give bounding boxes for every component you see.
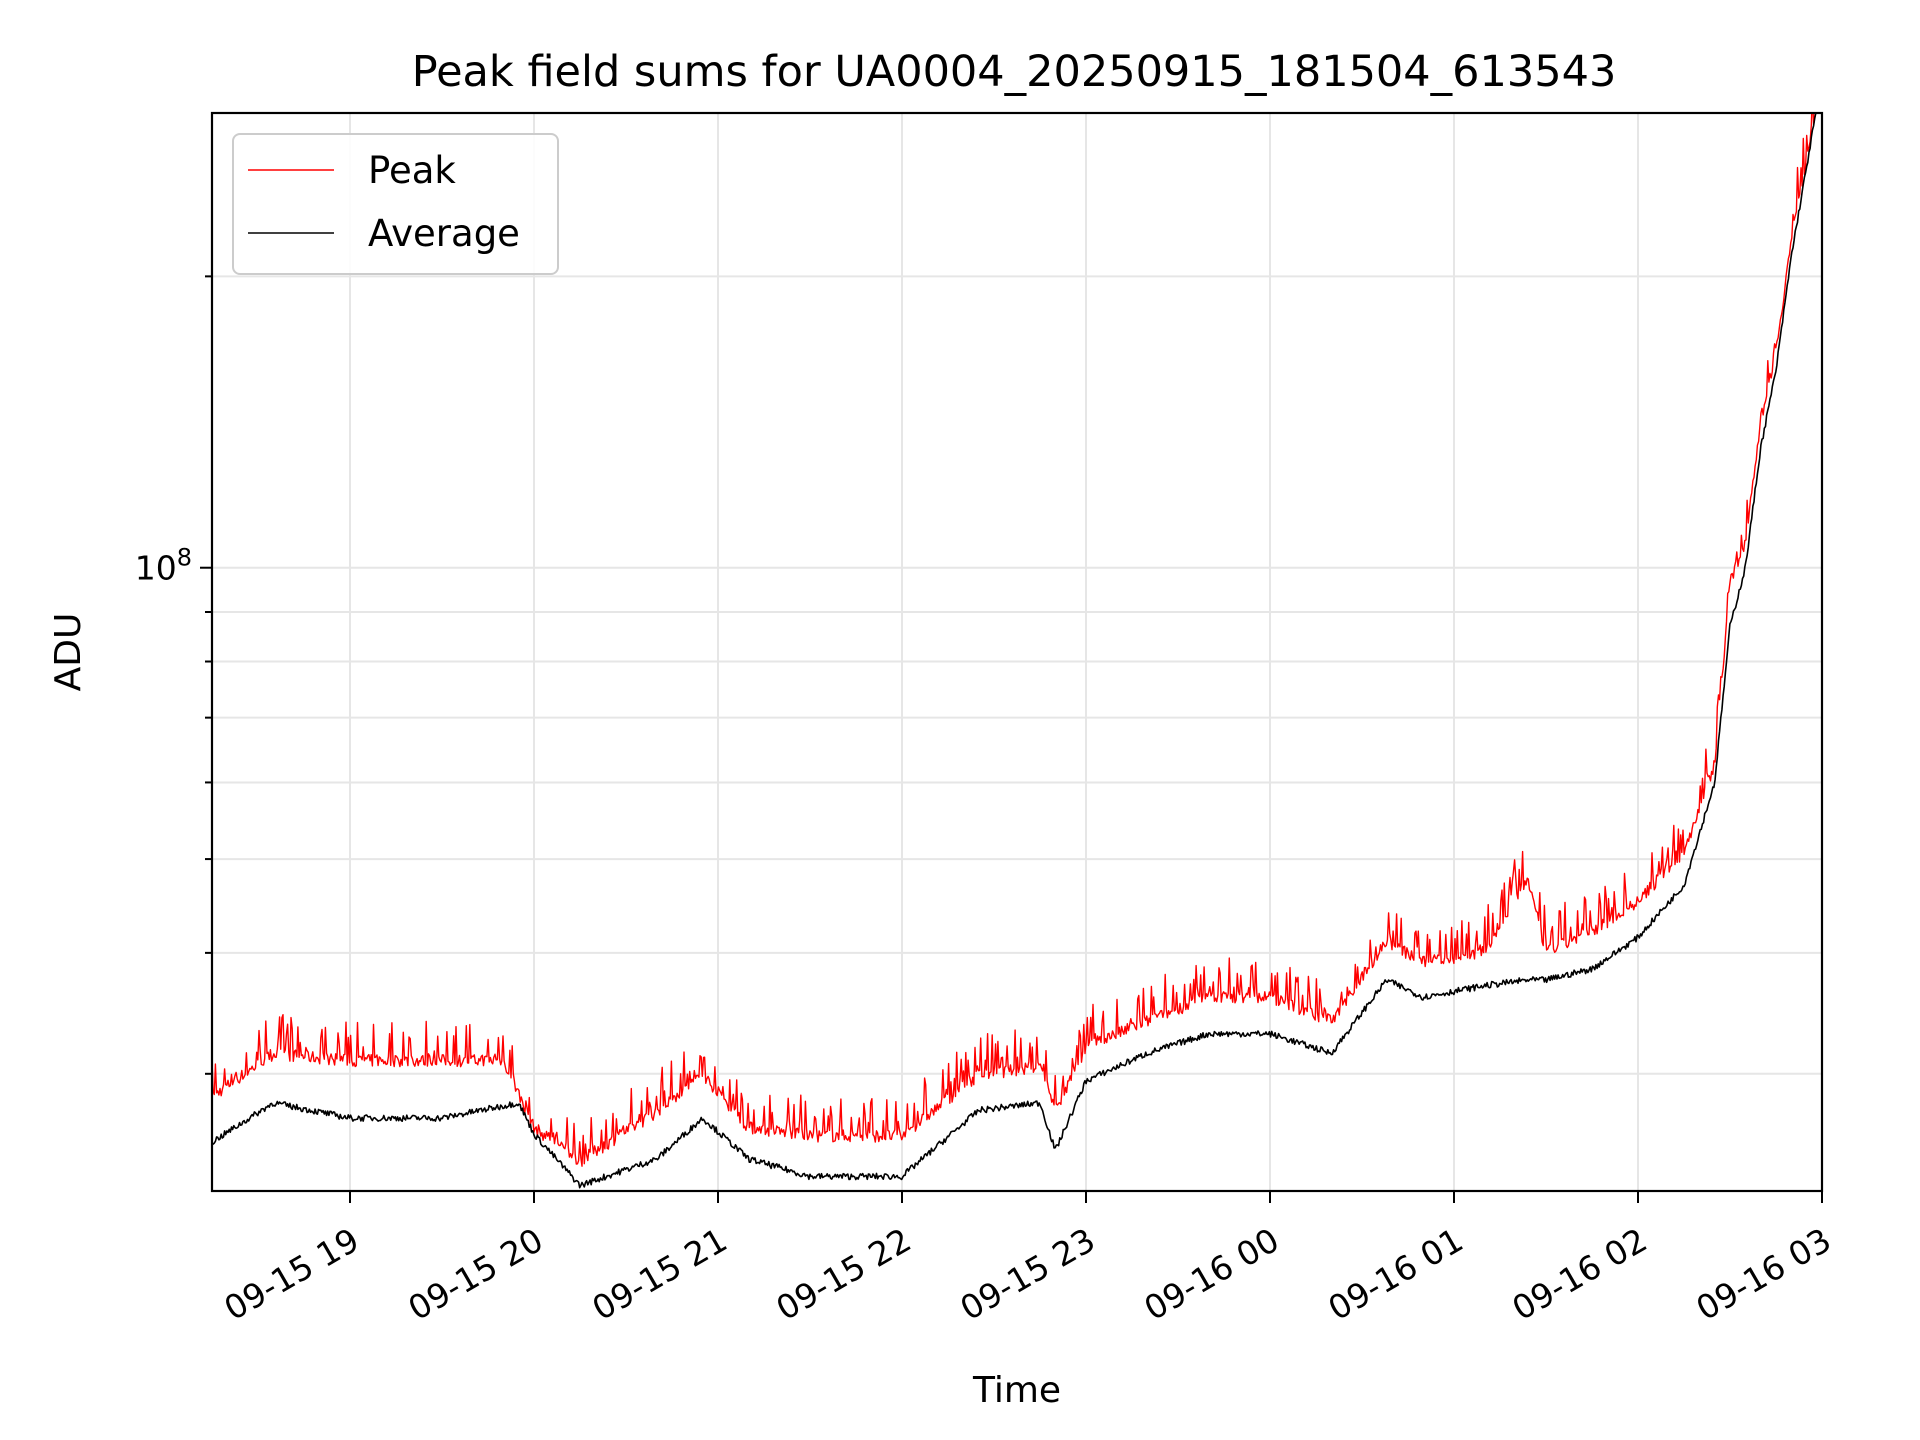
legend-label-peak: Peak bbox=[368, 149, 456, 192]
series-line-peak bbox=[212, 113, 1816, 1167]
chart-title: Peak field sums for UA0004_20250915_1815… bbox=[412, 47, 1617, 97]
x-tick-label: 09-16 02 bbox=[1506, 1220, 1654, 1328]
x-tick-label: 09-15 20 bbox=[402, 1220, 550, 1328]
x-tick-label: 09-16 03 bbox=[1690, 1220, 1838, 1328]
x-axis-label: Time bbox=[972, 1370, 1061, 1411]
x-tick-label: 09-15 23 bbox=[954, 1220, 1102, 1328]
series-layer bbox=[212, 113, 1817, 1189]
series-line-average bbox=[212, 113, 1817, 1189]
x-tick-label: 09-16 00 bbox=[1138, 1220, 1286, 1328]
x-tick-label: 09-15 21 bbox=[586, 1220, 734, 1328]
legend-box bbox=[232, 133, 559, 275]
y-axis-label: ADU bbox=[48, 613, 89, 692]
x-tick-label: 09-16 01 bbox=[1322, 1220, 1470, 1328]
y-tick-label: 108 bbox=[135, 544, 192, 588]
legend: Peak Average bbox=[232, 133, 559, 275]
x-tick-label: 09-15 22 bbox=[770, 1220, 918, 1328]
y-axis: 108 bbox=[135, 275, 212, 1075]
x-axis: 09-15 19 09-15 20 09-15 21 09-15 22 09-15 23… bbox=[218, 1191, 1838, 1328]
grid bbox=[212, 113, 1823, 1191]
legend-label-average: Average bbox=[368, 212, 520, 255]
x-tick-label: 09-15 19 bbox=[218, 1220, 366, 1328]
plot-frame bbox=[210, 111, 1824, 1193]
